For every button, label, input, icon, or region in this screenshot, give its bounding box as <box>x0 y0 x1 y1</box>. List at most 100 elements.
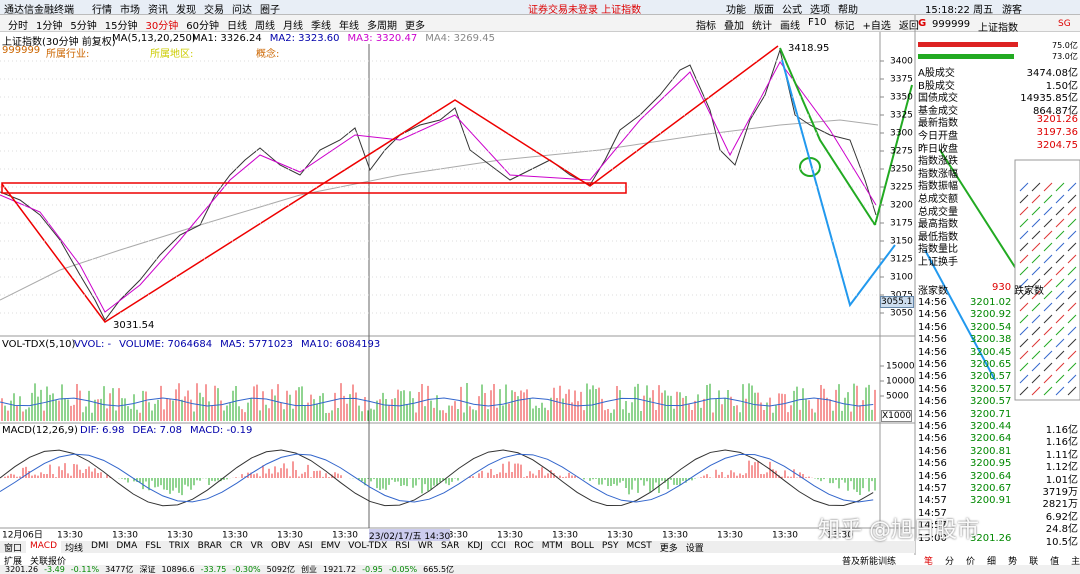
status-item[interactable]: -0.30% <box>232 565 261 574</box>
ma-value[interactable]: MA1: 3326.24 <box>192 33 262 44</box>
indicator-tab[interactable]: SAR <box>441 541 460 551</box>
indicator-tab[interactable]: 窗口 <box>4 544 23 554</box>
indicator-tab[interactable]: VOL-TDX <box>348 541 388 551</box>
macd-value[interactable]: DIF: 6.98 <box>80 425 125 436</box>
status-item[interactable]: -0.11% <box>70 565 100 574</box>
panel-tab[interactable]: 值 <box>1050 557 1060 567</box>
tool-button[interactable]: 返回 <box>898 21 919 32</box>
indicator-tab[interactable]: 均线 <box>65 544 84 554</box>
tool-button[interactable]: 画线 <box>780 21 800 32</box>
indicator-tab[interactable]: MTM <box>541 541 563 551</box>
tick-price: 3201.26 <box>970 532 1012 544</box>
status-item[interactable]: 3477亿 <box>105 565 134 574</box>
status-item[interactable]: -3.49 <box>44 565 65 574</box>
menu-item[interactable]: 行情 <box>92 5 112 16</box>
status-item[interactable]: 创业 <box>301 565 318 574</box>
period-tab[interactable]: 月线 <box>282 21 303 32</box>
period-tab[interactable]: 15分钟 <box>104 21 138 32</box>
breadth-label: 涨家数 <box>918 286 948 297</box>
status-item[interactable]: 10896.6 <box>161 565 195 574</box>
tool-button[interactable]: +自选 <box>862 21 891 32</box>
period-tab[interactable]: 更多 <box>404 21 425 32</box>
indicator-tab[interactable]: PSY <box>601 541 619 551</box>
menu-item[interactable]: 公式 <box>782 5 802 16</box>
status-item[interactable]: -0.95 <box>362 565 383 574</box>
period-tab[interactable]: 日线 <box>226 21 247 32</box>
status-item[interactable]: -0.05% <box>388 565 418 574</box>
indicator-tab[interactable]: RSI <box>395 541 410 551</box>
tool-button[interactable]: 标记 <box>834 21 855 32</box>
indicator-tab[interactable]: KDJ <box>467 541 483 551</box>
indicator-tab[interactable]: 设置 <box>685 544 704 554</box>
status-item[interactable]: -33.75 <box>200 565 227 574</box>
status-item[interactable]: 5092亿 <box>266 565 296 574</box>
panel-tab[interactable]: 分 <box>945 557 955 567</box>
panel-tab[interactable]: 笔 <box>924 557 934 567</box>
tool-button[interactable]: 统计 <box>752 21 772 32</box>
period-tab[interactable]: 多周期 <box>366 21 397 32</box>
menu-item[interactable]: 选项 <box>810 5 830 16</box>
indicator-tab[interactable]: OBV <box>271 541 291 551</box>
tool-button[interactable]: F10 <box>808 17 827 28</box>
ma-value[interactable]: MA4: 3269.45 <box>425 33 495 44</box>
panel-tab[interactable]: 势 <box>1008 557 1018 567</box>
period-tab[interactable]: 5分钟 <box>70 21 97 32</box>
status-item[interactable]: 深证 <box>139 565 156 574</box>
menu-item[interactable]: 功能 <box>726 5 746 16</box>
status-item[interactable]: 3201.26 <box>5 565 39 574</box>
menu-item[interactable]: 帮助 <box>838 5 858 16</box>
panel-tab[interactable]: 主 <box>1071 557 1080 567</box>
indicator-tab[interactable]: BRAR <box>197 541 223 551</box>
palette-icon <box>1043 194 1053 204</box>
panel-tab[interactable]: 细 <box>987 557 997 567</box>
indicator-tab[interactable]: WR <box>417 541 434 551</box>
menu-item[interactable]: 版面 <box>754 5 774 16</box>
period-tab[interactable]: 60分钟 <box>186 21 219 32</box>
vol-value[interactable]: VOLUME: 7064684 <box>119 339 213 350</box>
indicator-tab[interactable]: FSL <box>145 541 161 551</box>
period-tab[interactable]: 30分钟 <box>145 21 179 32</box>
palette-icon <box>1067 302 1077 312</box>
indicator-tab[interactable]: 更多 <box>659 544 678 554</box>
menu-item[interactable]: 市场 <box>120 5 140 16</box>
macd-value[interactable]: DEA: 7.08 <box>132 425 182 436</box>
palette-icon <box>1031 350 1041 360</box>
indicator-tab[interactable]: TRIX <box>168 541 190 551</box>
status-item[interactable]: 1921.72 <box>323 565 357 574</box>
menu-item[interactable]: 交易 <box>204 5 224 16</box>
indicator-tab[interactable]: DMI <box>91 541 109 551</box>
panel-tab[interactable]: 价 <box>966 557 976 567</box>
indicator-tab[interactable]: CR <box>230 541 243 551</box>
macd-value[interactable]: MACD: -0.19 <box>189 425 253 436</box>
vol-value[interactable]: MA10: 6084193 <box>301 339 381 350</box>
period-tab[interactable]: 季线 <box>310 21 331 32</box>
indicator-tab[interactable]: EMV <box>320 541 341 551</box>
tool-button[interactable]: 指标 <box>696 21 716 32</box>
period-tab[interactable]: 1分钟 <box>36 21 63 32</box>
indicator-tab[interactable]: DMA <box>116 541 138 551</box>
vol-value[interactable]: VVOL: - <box>74 339 112 350</box>
indicator-tab[interactable]: ROC <box>514 541 534 551</box>
menu-item[interactable]: 问达 <box>232 5 252 16</box>
indicator-tab[interactable]: MACD <box>26 541 61 553</box>
ma-value[interactable]: MA2: 3323.60 <box>269 33 340 44</box>
status-item[interactable]: 665.5亿 <box>423 565 455 574</box>
tool-button[interactable]: 叠加 <box>724 21 744 32</box>
menu-item[interactable]: 资讯 <box>148 5 168 16</box>
ma-value[interactable]: MA3: 3320.47 <box>347 33 418 44</box>
indicator-tab[interactable]: VR <box>250 541 264 551</box>
menu-item[interactable]: 圈子 <box>260 5 280 16</box>
bottom-tab[interactable]: 扩展 <box>4 557 23 567</box>
indicator-tab[interactable]: CCI <box>490 541 507 551</box>
indicator-tab[interactable]: MCST <box>626 541 652 551</box>
period-tab[interactable]: 年线 <box>338 21 359 32</box>
menu-item[interactable]: 发现 <box>176 5 196 16</box>
vol-value[interactable]: MA5: 5771023 <box>220 339 293 350</box>
period-tab[interactable]: 分时 <box>8 21 28 32</box>
draw-tool-palette[interactable] <box>1014 159 1080 401</box>
panel-tab[interactable]: 联 <box>1029 557 1039 567</box>
period-tab[interactable]: 周线 <box>254 21 275 32</box>
indicator-tab[interactable]: ASI <box>298 541 313 551</box>
bottom-tab[interactable]: 关联报价 <box>30 557 67 567</box>
indicator-tab[interactable]: BOLL <box>570 541 594 551</box>
